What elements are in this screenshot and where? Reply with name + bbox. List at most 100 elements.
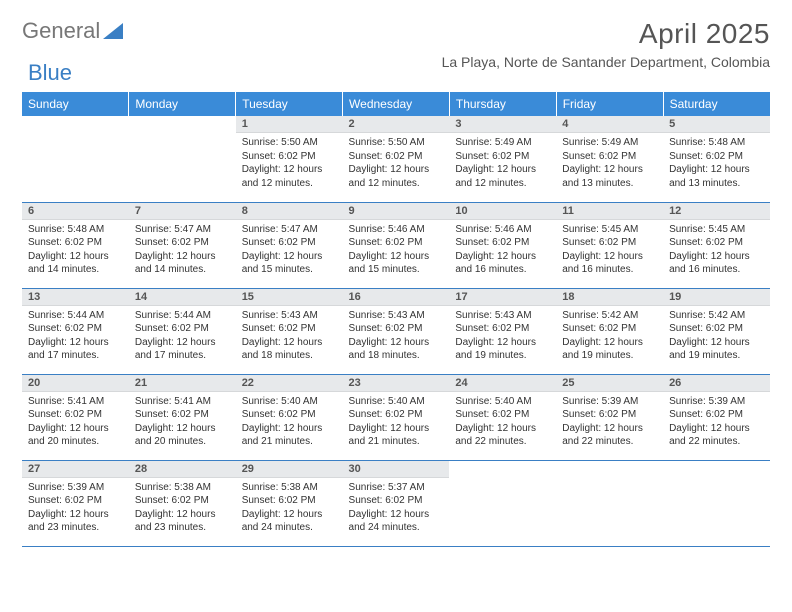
sunrise-line: Sunrise: 5:40 AM [455, 395, 550, 409]
sunset-line: Sunset: 6:02 PM [562, 322, 657, 336]
sunset-line: Sunset: 6:02 PM [242, 236, 337, 250]
calendar-day-cell: 30 Sunrise: 5:37 AMSunset: 6:02 PMDayligh… [343, 460, 450, 546]
day-number: 28 [129, 461, 236, 478]
day-number: 12 [663, 203, 770, 220]
calendar-day-cell [129, 116, 236, 202]
day-number: 8 [236, 203, 343, 220]
calendar-day-cell: 23Sunrise: 5:40 AMSunset: 6:02 PMDayligh… [343, 374, 450, 460]
weekday-header: Saturday [663, 92, 770, 116]
day-details: Sunrise: 5:47 AMSunset: 6:02 PMDaylight:… [129, 220, 236, 281]
calendar-day-cell: 20Sunrise: 5:41 AMSunset: 6:02 PMDayligh… [22, 374, 129, 460]
day-number: 16 [343, 289, 450, 306]
daylight-line: Daylight: 12 hours and 21 minutes. [242, 422, 337, 449]
calendar-header-row: SundayMondayTuesdayWednesdayThursdayFrid… [22, 92, 770, 116]
day-details: Sunrise: 5:40 AMSunset: 6:02 PMDaylight:… [343, 392, 450, 453]
sunset-line: Sunset: 6:02 PM [135, 494, 230, 508]
sunset-line: Sunset: 6:02 PM [669, 236, 764, 250]
calendar-day-cell: 19Sunrise: 5:42 AMSunset: 6:02 PMDayligh… [663, 288, 770, 374]
sunrise-line: Sunrise: 5:39 AM [28, 481, 123, 495]
sunrise-line: Sunrise: 5:41 AM [135, 395, 230, 409]
daylight-line: Daylight: 12 hours and 20 minutes. [135, 422, 230, 449]
day-details: Sunrise: 5:43 AMSunset: 6:02 PMDaylight:… [449, 306, 556, 367]
daylight-line: Daylight: 12 hours and 14 minutes. [135, 250, 230, 277]
calendar-day-cell: 27Sunrise: 5:39 AMSunset: 6:02 PMDayligh… [22, 460, 129, 546]
day-details: Sunrise: 5:43 AMSunset: 6:02 PMDaylight:… [236, 306, 343, 367]
sunset-line: Sunset: 6:02 PM [28, 494, 123, 508]
sunset-line: Sunset: 6:02 PM [349, 494, 444, 508]
calendar-day-cell: 1Sunrise: 5:50 AMSunset: 6:02 PMDaylight… [236, 116, 343, 202]
sunset-line: Sunset: 6:02 PM [28, 322, 123, 336]
day-number: 9 [343, 203, 450, 220]
sunset-line: Sunset: 6:02 PM [135, 236, 230, 250]
day-details: Sunrise: 5:41 AMSunset: 6:02 PMDaylight:… [22, 392, 129, 453]
day-number: 18 [556, 289, 663, 306]
daylight-line: Daylight: 12 hours and 12 minutes. [242, 163, 337, 190]
sunrise-line: Sunrise: 5:42 AM [562, 309, 657, 323]
day-details: Sunrise: 5:46 AMSunset: 6:02 PMDaylight:… [343, 220, 450, 281]
calendar-day-cell: 14Sunrise: 5:44 AMSunset: 6:02 PMDayligh… [129, 288, 236, 374]
day-number: 19 [663, 289, 770, 306]
daylight-line: Daylight: 12 hours and 24 minutes. [349, 508, 444, 535]
sunset-line: Sunset: 6:02 PM [669, 150, 764, 164]
calendar-day-cell: 18Sunrise: 5:42 AMSunset: 6:02 PMDayligh… [556, 288, 663, 374]
daylight-line: Daylight: 12 hours and 16 minutes. [562, 250, 657, 277]
day-number: 11 [556, 203, 663, 220]
day-details: Sunrise: 5:44 AMSunset: 6:02 PMDaylight:… [22, 306, 129, 367]
calendar-week-row: 20Sunrise: 5:41 AMSunset: 6:02 PMDayligh… [22, 374, 770, 460]
daylight-line: Daylight: 12 hours and 19 minutes. [455, 336, 550, 363]
calendar-day-cell [663, 460, 770, 546]
day-number: 30 [343, 461, 450, 478]
calendar-day-cell: 11Sunrise: 5:45 AMSunset: 6:02 PMDayligh… [556, 202, 663, 288]
calendar-day-cell: 8Sunrise: 5:47 AMSunset: 6:02 PMDaylight… [236, 202, 343, 288]
sunset-line: Sunset: 6:02 PM [242, 494, 337, 508]
sunrise-line: Sunrise: 5:39 AM [562, 395, 657, 409]
sunrise-line: Sunrise: 5:45 AM [669, 223, 764, 237]
day-number: 22 [236, 375, 343, 392]
calendar-day-cell: 26Sunrise: 5:39 AMSunset: 6:02 PMDayligh… [663, 374, 770, 460]
sunrise-line: Sunrise: 5:37 AM [349, 481, 444, 495]
calendar-day-cell [449, 460, 556, 546]
title-block: April 2025 La Playa, Norte de Santander … [442, 18, 770, 70]
daylight-line: Daylight: 12 hours and 17 minutes. [135, 336, 230, 363]
day-details: Sunrise: 5:48 AMSunset: 6:02 PMDaylight:… [22, 220, 129, 281]
sunrise-line: Sunrise: 5:48 AM [669, 136, 764, 150]
sunset-line: Sunset: 6:02 PM [455, 322, 550, 336]
day-number: 10 [449, 203, 556, 220]
calendar-day-cell: 6Sunrise: 5:48 AMSunset: 6:02 PMDaylight… [22, 202, 129, 288]
sunset-line: Sunset: 6:02 PM [242, 150, 337, 164]
daylight-line: Daylight: 12 hours and 21 minutes. [349, 422, 444, 449]
calendar-day-cell: 12Sunrise: 5:45 AMSunset: 6:02 PMDayligh… [663, 202, 770, 288]
calendar-day-cell: 5Sunrise: 5:48 AMSunset: 6:02 PMDaylight… [663, 116, 770, 202]
sunrise-line: Sunrise: 5:43 AM [242, 309, 337, 323]
daylight-line: Daylight: 12 hours and 16 minutes. [455, 250, 550, 277]
day-number: 24 [449, 375, 556, 392]
sunrise-line: Sunrise: 5:46 AM [349, 223, 444, 237]
sunset-line: Sunset: 6:02 PM [455, 150, 550, 164]
daylight-line: Daylight: 12 hours and 23 minutes. [135, 508, 230, 535]
day-number: 17 [449, 289, 556, 306]
day-number: 20 [22, 375, 129, 392]
sunset-line: Sunset: 6:02 PM [242, 408, 337, 422]
day-details: Sunrise: 5:47 AMSunset: 6:02 PMDaylight:… [236, 220, 343, 281]
daylight-line: Daylight: 12 hours and 20 minutes. [28, 422, 123, 449]
calendar-body: 1Sunrise: 5:50 AMSunset: 6:02 PMDaylight… [22, 116, 770, 546]
day-number: 15 [236, 289, 343, 306]
sunrise-line: Sunrise: 5:42 AM [669, 309, 764, 323]
weekday-header: Tuesday [236, 92, 343, 116]
calendar-day-cell: 9Sunrise: 5:46 AMSunset: 6:02 PMDaylight… [343, 202, 450, 288]
sunset-line: Sunset: 6:02 PM [135, 322, 230, 336]
calendar-day-cell: 21Sunrise: 5:41 AMSunset: 6:02 PMDayligh… [129, 374, 236, 460]
day-number: 2 [343, 116, 450, 133]
sunrise-line: Sunrise: 5:49 AM [562, 136, 657, 150]
sunrise-line: Sunrise: 5:44 AM [28, 309, 123, 323]
daylight-line: Daylight: 12 hours and 12 minutes. [455, 163, 550, 190]
day-details: Sunrise: 5:43 AMSunset: 6:02 PMDaylight:… [343, 306, 450, 367]
calendar-day-cell [22, 116, 129, 202]
calendar-day-cell: 25Sunrise: 5:39 AMSunset: 6:02 PMDayligh… [556, 374, 663, 460]
sunrise-line: Sunrise: 5:48 AM [28, 223, 123, 237]
daylight-line: Daylight: 12 hours and 15 minutes. [242, 250, 337, 277]
calendar-day-cell: 13Sunrise: 5:44 AMSunset: 6:02 PMDayligh… [22, 288, 129, 374]
day-details: Sunrise: 5:38 AMSunset: 6:02 PMDaylight:… [129, 478, 236, 539]
calendar-day-cell: 10Sunrise: 5:46 AMSunset: 6:02 PMDayligh… [449, 202, 556, 288]
daylight-line: Daylight: 12 hours and 23 minutes. [28, 508, 123, 535]
